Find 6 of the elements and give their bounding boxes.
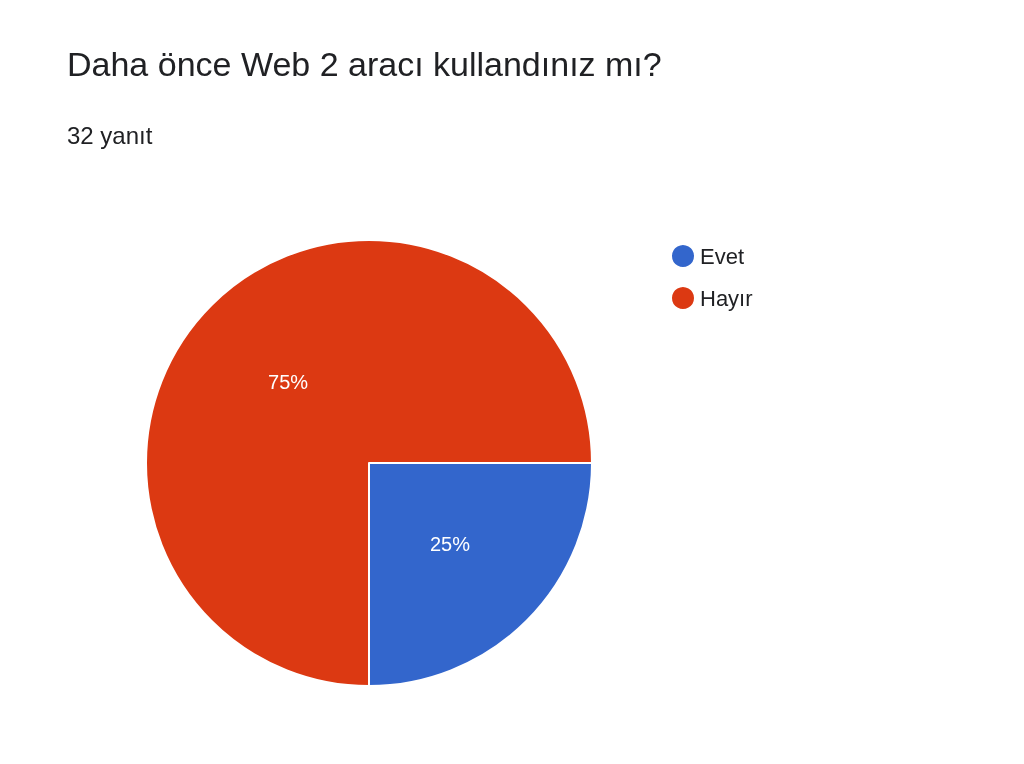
- legend-label: Evet: [700, 243, 745, 269]
- chart-subtitle: 32 yanıt: [67, 121, 153, 149]
- data-label: 75%: [268, 371, 309, 394]
- legend-label: Hayır: [700, 285, 753, 311]
- chart-title: Daha önce Web 2 aracı kullandınız mı?: [67, 45, 662, 83]
- data-label: 25%: [429, 532, 471, 555]
